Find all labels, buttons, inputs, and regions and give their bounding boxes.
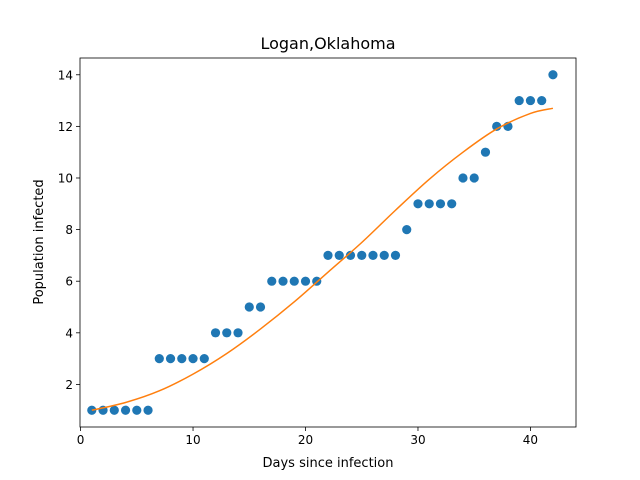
data-point — [537, 95, 547, 106]
data-point — [525, 95, 536, 106]
x-tick-label: 30 — [410, 433, 425, 447]
x-tick-label: 0 — [77, 433, 85, 447]
plot-frame — [79, 57, 577, 428]
fitted-curve — [91, 107, 554, 411]
plot-area — [80, 58, 576, 427]
data-point — [424, 199, 434, 209]
series-layer — [87, 70, 558, 415]
data-point — [413, 199, 423, 209]
data-point — [480, 147, 491, 157]
data-point — [278, 276, 288, 286]
y-tick-label: 8 — [65, 223, 73, 237]
data-point — [210, 328, 221, 338]
data-point — [143, 405, 153, 415]
data-point — [548, 70, 558, 80]
data-point — [368, 250, 378, 260]
data-point — [402, 225, 412, 235]
data-point — [435, 199, 446, 209]
data-point — [120, 405, 131, 415]
data-point — [154, 354, 164, 364]
data-point — [514, 95, 524, 106]
y-tick-label: 10 — [58, 171, 73, 185]
data-point — [222, 328, 232, 338]
x-axis: 0 10 20 30 40 — [77, 427, 538, 447]
data-point — [289, 276, 299, 286]
data-point — [458, 173, 468, 183]
y-axis-label: Population infected — [32, 179, 47, 304]
data-point — [323, 250, 333, 260]
data-point — [233, 328, 243, 338]
data-point — [177, 354, 187, 364]
data-point — [165, 354, 176, 364]
data-point — [267, 276, 277, 286]
chart-title: Logan,Oklahoma — [260, 34, 395, 53]
data-point — [132, 405, 142, 415]
y-axis: 2 4 6 8 10 12 14 — [58, 68, 80, 392]
data-point — [255, 302, 266, 312]
x-tick-label: 40 — [523, 433, 538, 447]
data-point — [390, 250, 401, 260]
data-point — [199, 354, 209, 364]
y-tick-label: 2 — [65, 378, 73, 392]
y-tick-label: 14 — [58, 68, 73, 82]
y-tick-label: 6 — [65, 275, 73, 289]
data-point — [357, 250, 367, 260]
data-point — [334, 250, 344, 260]
y-tick-label: 4 — [65, 326, 73, 340]
y-tick-label: 12 — [58, 120, 73, 134]
data-point — [469, 173, 479, 183]
data-point — [492, 121, 502, 131]
data-point — [300, 276, 311, 286]
x-tick-label: 10 — [185, 433, 200, 447]
data-point — [447, 199, 457, 209]
data-point — [188, 354, 198, 364]
x-tick-label: 20 — [298, 433, 313, 447]
data-point — [345, 250, 356, 260]
data-point — [109, 405, 119, 415]
data-point — [379, 250, 389, 260]
x-axis-label: Days since infection — [263, 456, 394, 471]
data-point — [244, 302, 254, 312]
